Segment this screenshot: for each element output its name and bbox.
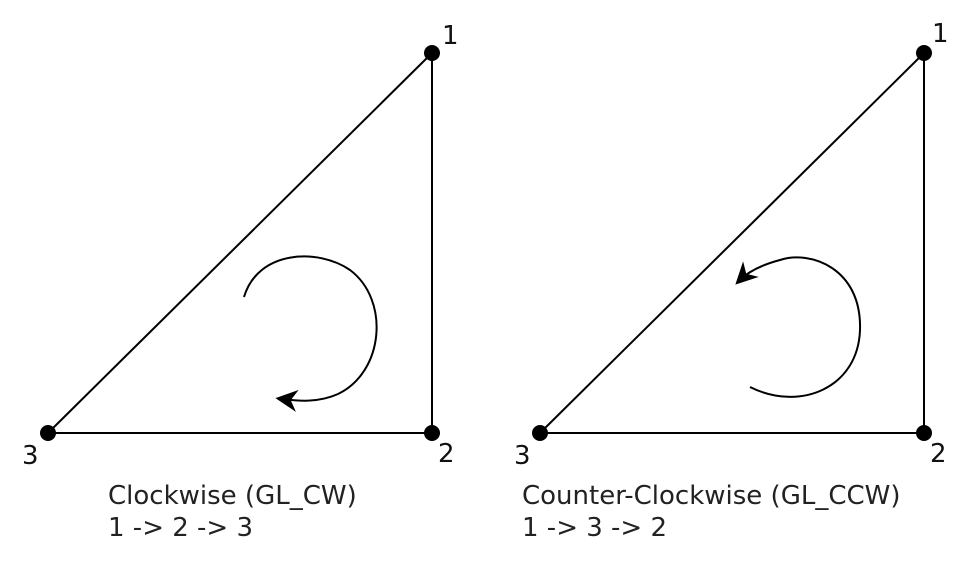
vertex-3-dot xyxy=(532,425,548,441)
counter-clockwise-order: 1 -> 3 -> 2 xyxy=(522,512,901,544)
clockwise-diagram: 1 2 3 xyxy=(22,21,459,471)
clockwise-arrow-icon xyxy=(244,256,377,400)
clockwise-order: 1 -> 2 -> 3 xyxy=(108,512,357,544)
edge-3-1 xyxy=(540,53,924,433)
clockwise-title: Clockwise (GL_CW) xyxy=(108,480,357,512)
counter-clockwise-title: Counter-Clockwise (GL_CCW) xyxy=(522,480,901,512)
vertex-3-label: 3 xyxy=(514,441,531,471)
counter-clockwise-caption: Counter-Clockwise (GL_CCW) 1 -> 3 -> 2 xyxy=(522,480,901,544)
vertex-3-label: 3 xyxy=(22,441,39,471)
edge-3-1 xyxy=(48,53,432,433)
counter-clockwise-triangle xyxy=(540,53,924,433)
vertex-1-dot xyxy=(424,45,440,61)
vertex-1-dot xyxy=(916,45,932,61)
clockwise-caption: Clockwise (GL_CW) 1 -> 2 -> 3 xyxy=(108,480,357,544)
vertex-1-label: 1 xyxy=(932,19,949,49)
vertex-3-dot xyxy=(40,425,56,441)
vertex-2-label: 2 xyxy=(438,439,455,469)
clockwise-triangle xyxy=(48,53,432,433)
counter-clockwise-diagram: 1 2 3 xyxy=(514,19,949,471)
counter-clockwise-arrow-icon xyxy=(740,257,860,396)
vertex-1-label: 1 xyxy=(442,21,459,51)
vertex-2-label: 2 xyxy=(930,439,947,469)
